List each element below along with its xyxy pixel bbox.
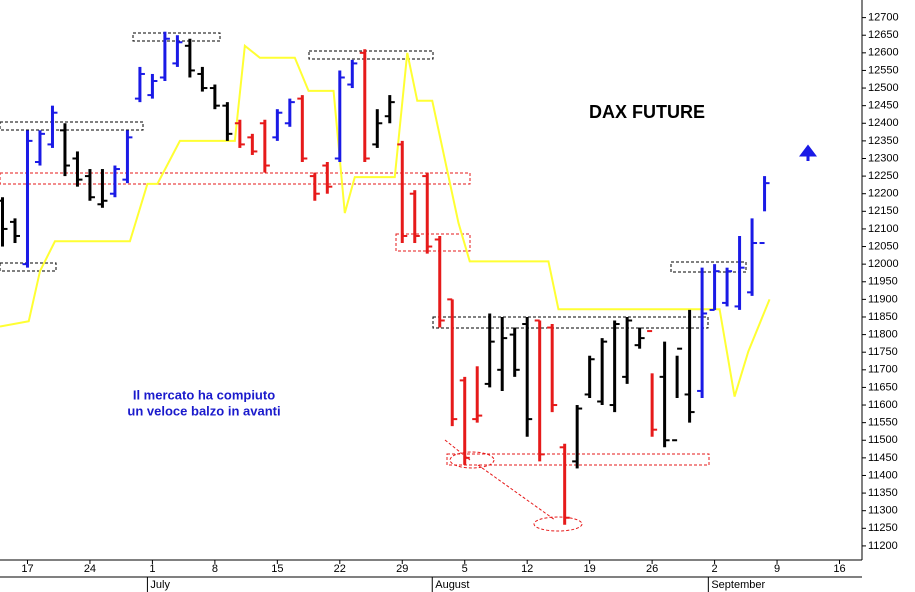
x-tick-label: 15 xyxy=(271,563,283,575)
y-tick-label: 12450 xyxy=(868,100,899,112)
up-arrow xyxy=(799,144,817,161)
y-tick-label: 11500 xyxy=(868,434,898,446)
x-tick-label: 1 xyxy=(149,563,155,575)
y-tick-label: 11800 xyxy=(868,328,898,340)
y-tick-label: 11650 xyxy=(868,381,898,393)
annotation: Il mercato ha compiuto xyxy=(133,387,275,402)
x-tick-label: 24 xyxy=(84,563,96,575)
y-tick-label: 12650 xyxy=(868,29,899,41)
y-tick-label: 11850 xyxy=(868,311,898,323)
y-tick-label: 12050 xyxy=(868,240,899,252)
month-label: September xyxy=(711,579,765,591)
y-tick-label: 12000 xyxy=(868,258,899,270)
annotation: un veloce balzo in avanti xyxy=(127,403,280,418)
x-tick-label: 16 xyxy=(833,563,845,575)
y-tick-label: 11450 xyxy=(868,452,898,464)
chart-title: DAX FUTURE xyxy=(589,102,705,122)
y-tick-label: 11550 xyxy=(868,417,898,429)
y-tick-label: 12100 xyxy=(868,223,899,235)
x-tick-label: 22 xyxy=(334,563,346,575)
x-tick-label: 5 xyxy=(462,563,468,575)
x-tick-label: 26 xyxy=(646,563,658,575)
y-tick-label: 12250 xyxy=(868,170,899,182)
level-box xyxy=(0,172,471,185)
y-tick-label: 12700 xyxy=(868,12,899,24)
level-box xyxy=(132,32,221,42)
y-tick-label: 12300 xyxy=(868,152,899,164)
y-tick-label: 11900 xyxy=(868,293,898,305)
y-tick-label: 11300 xyxy=(868,505,898,517)
month-label: August xyxy=(435,579,469,591)
trend-line xyxy=(477,464,556,521)
y-tick-label: 12600 xyxy=(868,47,899,59)
x-tick-label: 29 xyxy=(396,563,408,575)
y-tick-label: 11200 xyxy=(868,540,898,552)
x-tick-label: 17 xyxy=(21,563,33,575)
y-tick-label: 12550 xyxy=(868,64,899,76)
x-tick-label: 2 xyxy=(712,563,718,575)
x-tick-label: 12 xyxy=(521,563,533,575)
level-box xyxy=(432,316,709,329)
low-ellipse xyxy=(449,451,495,469)
y-tick-label: 12150 xyxy=(868,205,899,217)
level-box xyxy=(670,261,747,273)
low-ellipse xyxy=(533,516,583,532)
y-tick-label: 11600 xyxy=(868,399,898,411)
y-tick-label: 11950 xyxy=(868,276,898,288)
level-box xyxy=(0,121,144,131)
x-tick-label: 8 xyxy=(212,563,218,575)
y-tick-label: 11250 xyxy=(868,522,898,534)
y-tick-label: 11400 xyxy=(868,469,898,481)
y-tick-label: 12500 xyxy=(868,82,899,94)
y-tick-label: 12200 xyxy=(868,188,899,200)
y-tick-label: 11750 xyxy=(868,346,898,358)
y-tick-label: 12350 xyxy=(868,135,899,147)
y-tick-label: 12400 xyxy=(868,117,899,129)
x-tick-label: 19 xyxy=(584,563,596,575)
level-box xyxy=(308,50,434,60)
y-tick-label: 11700 xyxy=(868,364,898,376)
x-tick-label: 9 xyxy=(774,563,780,575)
level-box xyxy=(395,233,471,252)
month-label: July xyxy=(150,579,170,591)
y-tick-label: 11350 xyxy=(868,487,898,499)
